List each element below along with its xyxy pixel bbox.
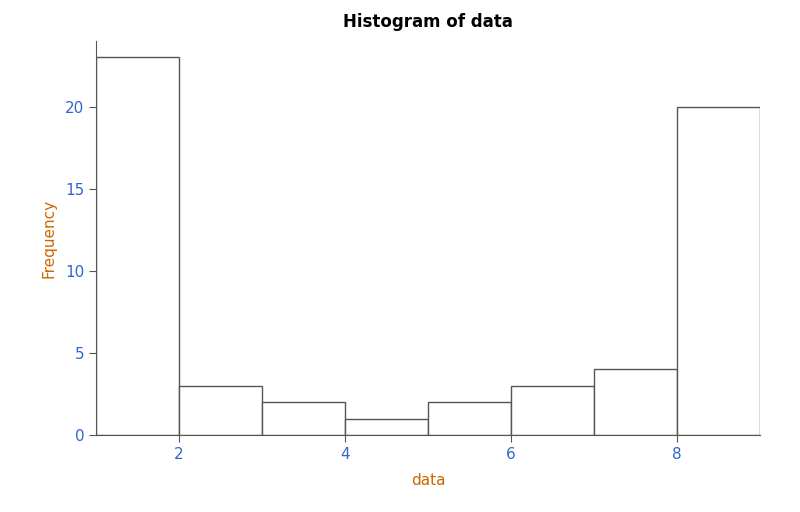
Bar xyxy=(345,419,428,435)
Bar xyxy=(262,402,345,435)
Bar xyxy=(511,386,594,435)
Bar xyxy=(594,370,677,435)
Bar xyxy=(428,402,511,435)
Bar xyxy=(677,106,760,435)
Bar xyxy=(179,386,262,435)
Y-axis label: Frequency: Frequency xyxy=(42,199,57,278)
Title: Histogram of data: Histogram of data xyxy=(343,13,513,31)
X-axis label: data: data xyxy=(410,473,446,488)
Bar xyxy=(96,57,179,435)
